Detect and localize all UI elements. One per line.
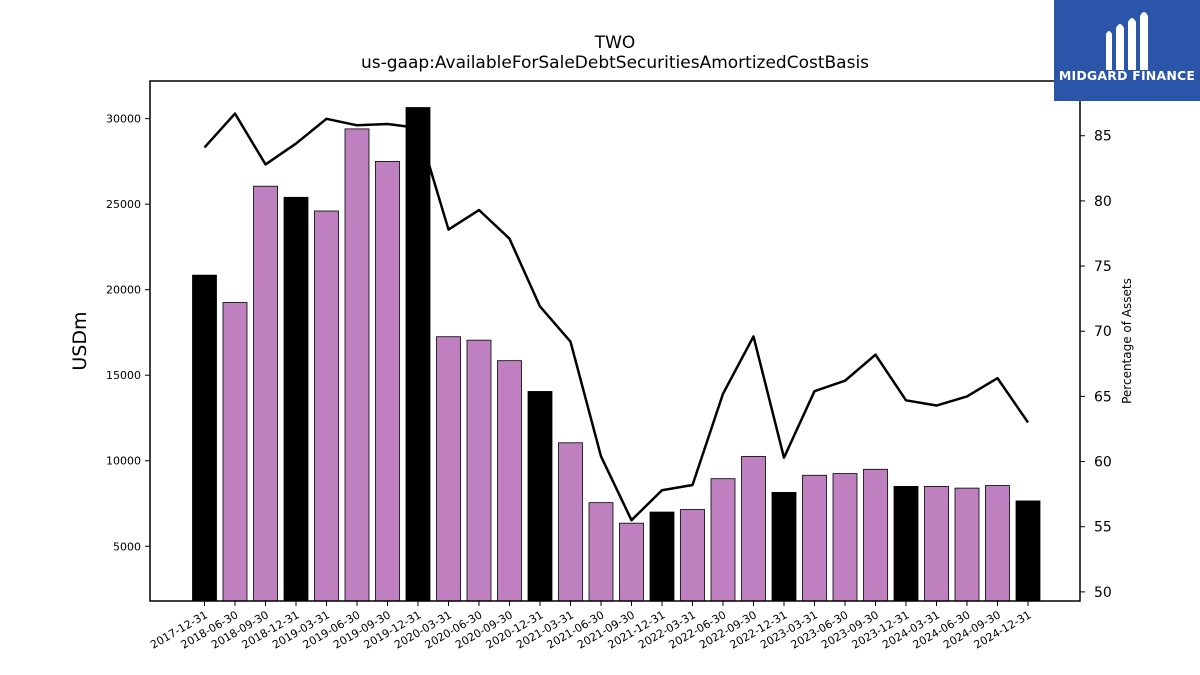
bar-2020-06-30 (466, 339, 492, 602)
x-axis: 2017-12-312018-06-302018-09-302018-12-31… (148, 601, 1034, 652)
bar-2021-09-30 (619, 522, 644, 602)
bar-2020-03-31 (436, 336, 461, 602)
y-tick-label: 25000 (106, 198, 141, 211)
percentage-line (203, 112, 1030, 522)
y-tick-label: 20000 (106, 284, 141, 297)
bar-2022-06-30 (710, 478, 736, 602)
logo-text: MIDGARD FINANCE (1058, 68, 1196, 83)
y2-tick-label: 50 (1094, 585, 1112, 601)
y2-tick-label: 80 (1094, 194, 1112, 210)
logo-mark-icon (1106, 12, 1148, 70)
y2-tick-label: 65 (1094, 389, 1112, 405)
chart-title: TWO (594, 33, 636, 53)
y2-tick-label: 75 (1094, 259, 1112, 275)
y2-tick-label: 60 (1094, 455, 1112, 471)
y2-tick-label: 70 (1094, 324, 1112, 340)
bar-2023-06-30 (832, 473, 858, 602)
bar-2023-12-31 (893, 485, 919, 602)
y2-tick-label: 85 (1094, 129, 1112, 145)
y-tick-label: 15000 (106, 369, 141, 382)
bar-2021-12-31 (649, 511, 675, 602)
bar-2018-06-30 (222, 302, 248, 602)
bar-2020-12-31 (527, 391, 553, 602)
bar-2023-03-31 (802, 474, 827, 602)
bar-2019-09-30 (375, 160, 400, 602)
bar-2021-03-31 (558, 442, 583, 602)
bar-2024-06-30 (954, 487, 980, 602)
y-axis-label: USDm (69, 311, 91, 370)
right-axis: 50 55 60 65 70 75 80 85 (1080, 129, 1112, 601)
bar-2020-09-30 (497, 360, 522, 602)
bar-2024-03-31 (924, 485, 949, 602)
bar-2018-09-30 (253, 185, 278, 602)
bar-2024-12-31 (1015, 500, 1041, 602)
bar-2019-03-31 (314, 210, 339, 602)
bar-2019-06-30 (344, 128, 370, 602)
bar-2023-09-30 (863, 468, 888, 602)
bar-2022-12-31 (771, 491, 797, 602)
bars-layer (192, 107, 1041, 602)
bar-2024-09-30 (985, 485, 1010, 602)
y-tick-label: 5000 (113, 540, 141, 553)
company-logo: MIDGARD FINANCE (1054, 0, 1200, 101)
chart-subtitle: us-gaap:AvailableForSaleDebtSecuritiesAm… (360, 53, 870, 73)
y-tick-label: 10000 (106, 455, 141, 468)
line-layer (203, 112, 1030, 522)
plot-frame (149, 80, 1081, 602)
bar-2021-06-30 (588, 502, 614, 602)
bar-2017-12-31 (192, 274, 217, 602)
y2-tick-label: 55 (1094, 520, 1112, 536)
bar-2022-09-30 (741, 456, 766, 602)
bar-2019-12-31 (405, 107, 431, 602)
y2-axis-label: Percentage of Assets (1120, 278, 1134, 404)
bar-2022-03-31 (680, 509, 705, 602)
left-axis: 5000 10000 15000 20000 25000 30000 (106, 113, 150, 553)
bar-2018-12-31 (283, 196, 309, 602)
y-tick-label: 30000 (106, 113, 141, 126)
